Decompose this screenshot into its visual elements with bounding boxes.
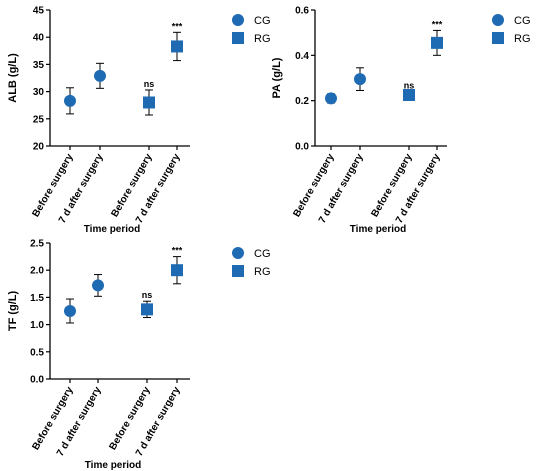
y-axis-title: TF (g/L): [7, 291, 19, 332]
data-point-cg: [92, 279, 104, 292]
y-tick-label: 35: [33, 60, 45, 71]
legend-label: RG: [254, 266, 271, 278]
data-point-rg: [403, 89, 415, 101]
y-tick-label: 0.5: [30, 347, 44, 358]
data-point-rg: [171, 264, 183, 277]
legend-label: CG: [254, 248, 271, 260]
y-tick-label: 1.0: [30, 320, 44, 331]
significance-label: ns: [142, 290, 153, 300]
legend-marker-square: [492, 32, 504, 44]
legend-marker-square: [232, 265, 244, 277]
significance-label: ns: [144, 79, 155, 89]
x-axis-title: Time period: [350, 224, 407, 235]
y-tick-label: 1.5: [30, 293, 44, 304]
significance-label: ***: [172, 246, 183, 256]
y-tick-label: 25: [33, 114, 45, 125]
y-tick-label: 30: [33, 87, 45, 98]
legend-marker-circle: [492, 14, 504, 26]
legend-label: RG: [254, 33, 271, 45]
y-tick-label: 40: [33, 33, 45, 44]
significance-label: ***: [432, 19, 443, 29]
y-tick-label: 0.6: [295, 6, 309, 17]
y-tick-label: 0.2: [295, 96, 309, 107]
y-tick-label: 0.4: [295, 51, 309, 62]
significance-label: ***: [172, 21, 183, 31]
legend-marker-circle: [232, 247, 244, 259]
legend-marker-circle: [232, 14, 244, 26]
data-point-rg: [141, 303, 153, 316]
data-point-cg: [325, 92, 337, 105]
significance-label: ns: [404, 81, 415, 91]
y-tick-label: 2.0: [30, 266, 44, 277]
x-axis-title: Time period: [85, 460, 142, 471]
legend-label: CG: [514, 15, 531, 27]
legend-label: CG: [254, 15, 271, 27]
data-point-rg: [143, 96, 155, 109]
data-point-rg: [431, 36, 443, 49]
y-axis-title: ALB (g/L): [7, 53, 19, 103]
y-tick-label: 45: [33, 6, 45, 17]
data-point-cg: [354, 73, 366, 86]
legend-label: RG: [514, 33, 531, 45]
x-axis-title: Time period: [84, 224, 141, 235]
y-tick-label: 20: [33, 142, 45, 153]
y-tick-label: 0.0: [295, 142, 309, 153]
data-point-rg: [171, 40, 183, 53]
y-tick-label: 2.5: [30, 239, 44, 250]
legend-marker-square: [232, 32, 244, 44]
data-point-cg: [94, 69, 106, 82]
y-tick-label: 0.0: [30, 375, 44, 386]
data-point-cg: [64, 94, 76, 107]
data-point-cg: [64, 305, 76, 317]
y-axis-title: PA (g/L): [271, 57, 283, 98]
